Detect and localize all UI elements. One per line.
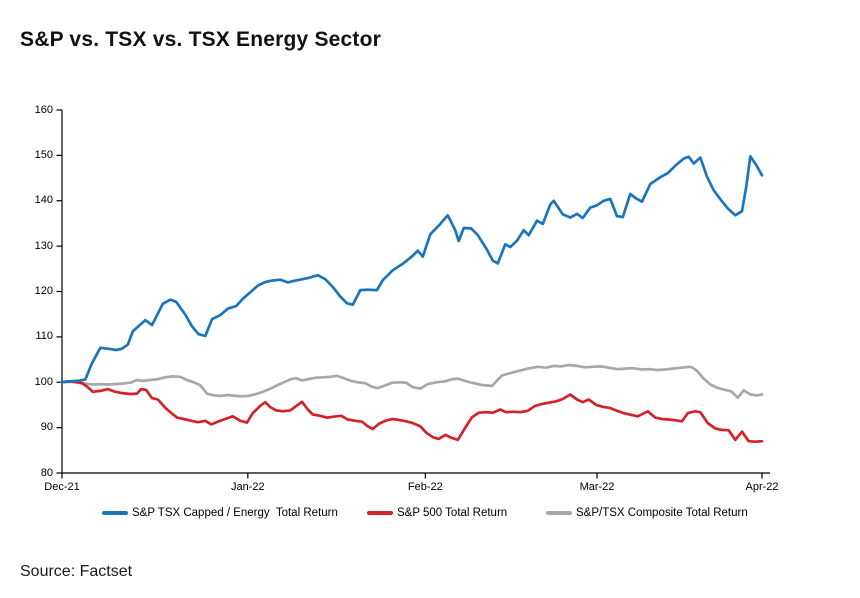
x-axis-tick-label: Feb-22	[407, 481, 443, 493]
legend-swatch-tsx	[546, 511, 572, 515]
y-axis-tick-label: 160	[34, 103, 53, 116]
legend-label-energy: S&P TSX Capped / Energy Total Return	[132, 507, 338, 519]
y-axis-tick-label: 80	[40, 466, 53, 479]
x-axis-tick-label: Jan-22	[231, 481, 265, 493]
legend: S&P TSX Capped / Energy Total Return S&P…	[0, 505, 860, 523]
y-axis-tick-label: 130	[34, 239, 53, 252]
y-axis-tick-label: 140	[34, 194, 53, 207]
source-note: Source: Factset	[20, 563, 133, 580]
series-line-energy	[60, 154, 764, 384]
y-axis-tick-label: 120	[34, 285, 53, 297]
x-axis-tick-label: Dec-21	[44, 481, 80, 493]
legend-item-energy: S&P TSX Capped / Energy Total Return	[102, 505, 338, 521]
x-axis-tick-label: Apr-22	[745, 481, 779, 493]
legend-swatch-energy	[102, 511, 128, 515]
y-axis-tick-label: 90	[40, 421, 53, 434]
legend-swatch-sp500	[367, 511, 393, 515]
y-axis-tick-label: 150	[34, 148, 53, 161]
legend-label-tsx: S&P/TSX Composite Total Return	[576, 507, 748, 519]
series-line-sp500	[60, 379, 764, 444]
y-axis-tick-label: 110	[35, 330, 53, 343]
chart-title: S&P vs. TSX vs. TSX Energy Sector	[20, 28, 382, 51]
x-axis-tick-label: Mar-22	[579, 481, 615, 493]
legend-item-tsx: S&P/TSX Composite Total Return	[546, 505, 748, 521]
y-axis-tick-label: 100	[34, 375, 53, 388]
legend-label-sp500: S&P 500 Total Return	[397, 507, 508, 519]
legend-item-sp500: S&P 500 Total Return	[367, 505, 507, 521]
series-line-tsx-composite	[60, 363, 764, 400]
